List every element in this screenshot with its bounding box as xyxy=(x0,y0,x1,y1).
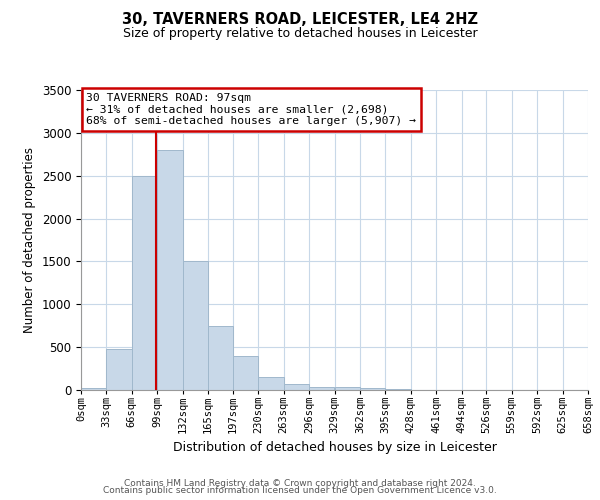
X-axis label: Distribution of detached houses by size in Leicester: Distribution of detached houses by size … xyxy=(173,442,496,454)
Bar xyxy=(208,326,233,390)
Y-axis label: Number of detached properties: Number of detached properties xyxy=(23,147,36,333)
Text: Size of property relative to detached houses in Leicester: Size of property relative to detached ho… xyxy=(122,28,478,40)
Bar xyxy=(132,176,157,390)
Text: Contains HM Land Registry data © Crown copyright and database right 2024.: Contains HM Land Registry data © Crown c… xyxy=(124,478,476,488)
Bar xyxy=(157,150,183,390)
Bar xyxy=(106,350,132,390)
Bar xyxy=(183,262,208,390)
Bar xyxy=(81,388,106,390)
Bar xyxy=(258,377,284,390)
Bar xyxy=(284,384,309,390)
Bar xyxy=(233,356,258,390)
Text: Contains public sector information licensed under the Open Government Licence v3: Contains public sector information licen… xyxy=(103,486,497,495)
Text: 30 TAVERNERS ROAD: 97sqm
← 31% of detached houses are smaller (2,698)
68% of sem: 30 TAVERNERS ROAD: 97sqm ← 31% of detach… xyxy=(86,93,416,126)
Bar xyxy=(385,389,411,390)
Text: 30, TAVERNERS ROAD, LEICESTER, LE4 2HZ: 30, TAVERNERS ROAD, LEICESTER, LE4 2HZ xyxy=(122,12,478,28)
Bar xyxy=(335,388,360,390)
Bar xyxy=(360,388,385,390)
Bar xyxy=(309,386,335,390)
